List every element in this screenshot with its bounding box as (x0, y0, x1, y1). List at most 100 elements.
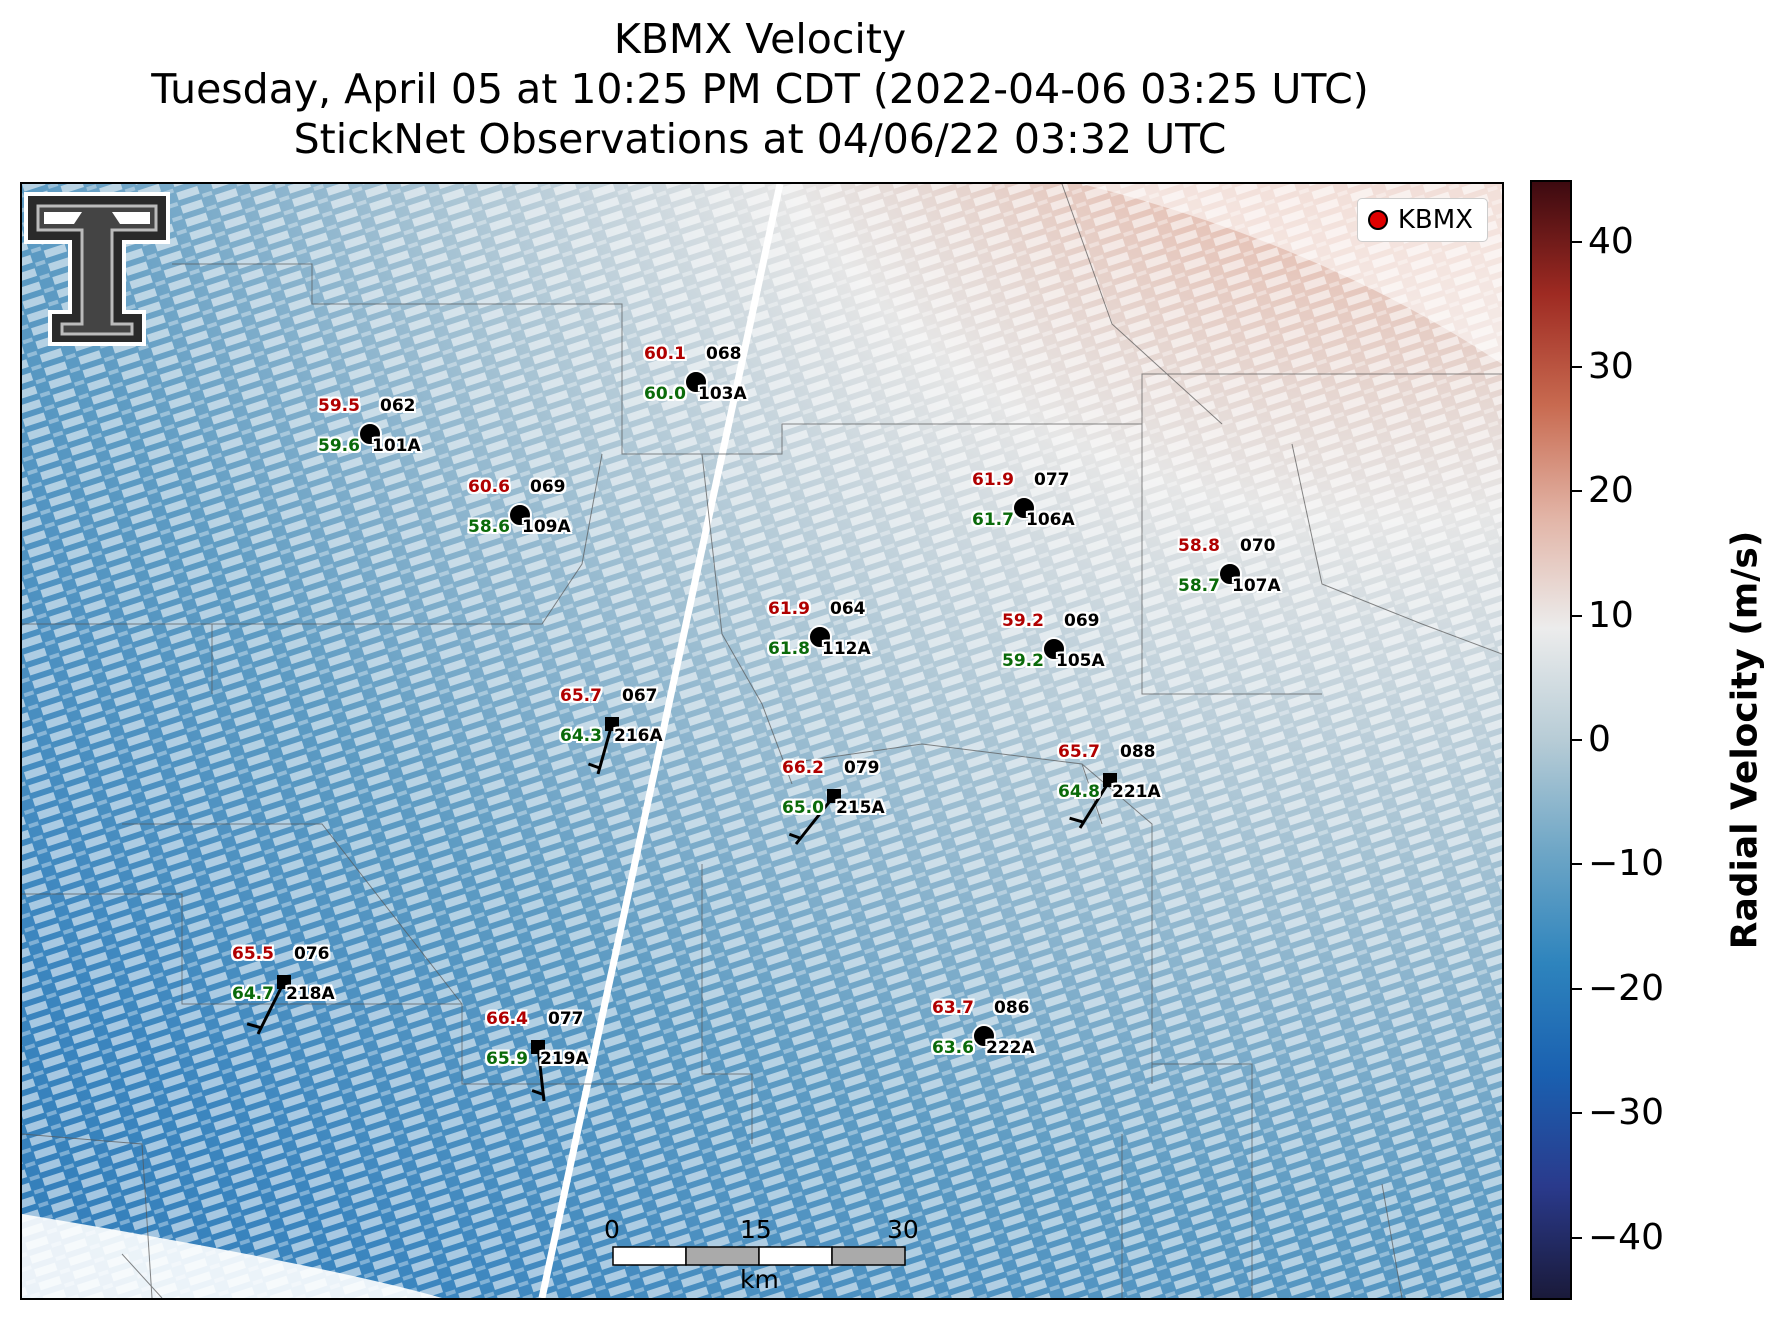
station-marker-circle[interactable] (508, 503, 532, 527)
station-wind-direction: 088 (1120, 742, 1156, 762)
station-id: 109A (522, 517, 571, 537)
colorbar-tick-label: 0 (1588, 719, 1611, 760)
station-id: 221A (1112, 782, 1161, 802)
wind-barb-staff (536, 1046, 546, 1102)
station-marker-circle[interactable] (1218, 562, 1242, 586)
radar-beam-blockage (538, 184, 784, 1298)
station-marker-circle[interactable] (684, 370, 708, 394)
wind-barb-staff (1078, 779, 1112, 829)
station-dewpoint: 64.3 (560, 726, 602, 746)
station-id: 216A (614, 726, 663, 746)
colorbar-tick-mark (1572, 365, 1582, 368)
legend-label: KBMX (1397, 205, 1473, 235)
colorbar-tick-label: −30 (1588, 1092, 1664, 1134)
station-wind-direction: 076 (294, 944, 330, 964)
station-marker-circle[interactable] (1042, 637, 1066, 661)
colorbar-tick-label: −10 (1588, 843, 1664, 885)
station-dewpoint: 58.6 (468, 517, 510, 537)
map-legend: KBMX (1356, 198, 1488, 242)
map-subtitle-time: Tuesday, April 05 at 10:25 PM CDT (2022-… (151, 65, 1369, 113)
station-temperature: 65.5 (232, 944, 274, 964)
station-temperature: 65.7 (560, 686, 602, 706)
colorbar-tick-mark (1572, 490, 1582, 493)
station-temperature: 58.8 (1178, 536, 1220, 556)
colorbar-ticks: 40 30 20 10 0 −10 −20 −30 −40 (1572, 180, 1692, 1300)
radar-edge-blank (22, 1214, 442, 1298)
wind-barb-flag (246, 1022, 262, 1030)
station-temperature: 60.1 (644, 344, 686, 364)
station-wind-direction: 077 (1034, 470, 1070, 490)
wind-barb-flag (587, 762, 601, 770)
station-temperature: 61.9 (972, 470, 1014, 490)
station-wind-direction: 069 (530, 477, 566, 497)
colorbar-tick-label: 10 (1588, 594, 1634, 636)
colorbar-tick-label: 30 (1588, 345, 1634, 387)
station-dewpoint: 63.6 (932, 1038, 974, 1058)
station-id: 112A (822, 639, 871, 659)
station-dewpoint: 65.0 (782, 798, 824, 818)
station-marker-circle[interactable] (808, 625, 832, 649)
wind-barb-flag (788, 832, 802, 840)
station-temperature: 59.5 (318, 396, 360, 416)
colorbar-tick-mark (1572, 1236, 1582, 1239)
station-dewpoint: 65.9 (486, 1049, 528, 1069)
station-dewpoint: 61.8 (768, 639, 810, 659)
station-wind-direction: 064 (830, 599, 866, 619)
station-id: 222A (986, 1038, 1035, 1058)
station-marker-circle[interactable] (1012, 496, 1036, 520)
station-wind-direction: 068 (706, 344, 742, 364)
station-temperature: 65.7 (1058, 742, 1100, 762)
station-marker-circle[interactable] (972, 1024, 996, 1048)
station-id: 219A (540, 1049, 589, 1069)
colorbar-tick-mark (1572, 241, 1582, 244)
station-temperature: 66.2 (782, 758, 824, 778)
colorbar-tick-mark (1572, 739, 1582, 741)
station-id: 105A (1056, 651, 1105, 671)
colorbar-label: Radial Velocity (m/s) (1724, 530, 1766, 950)
station-wind-direction: 069 (1064, 611, 1100, 631)
station-dewpoint: 59.6 (318, 436, 360, 456)
colorbar-tick-mark (1572, 1112, 1582, 1115)
station-wind-direction: 067 (622, 686, 658, 706)
station-id: 107A (1232, 576, 1281, 596)
station-id: 103A (698, 384, 747, 404)
scale-unit: km (740, 1265, 779, 1294)
station-temperature: 66.4 (486, 1009, 528, 1029)
station-wind-direction: 070 (1240, 536, 1276, 556)
station-dewpoint: 64.8 (1058, 782, 1100, 802)
station-temperature: 59.2 (1002, 611, 1044, 631)
station-dewpoint: 60.0 (644, 384, 686, 404)
station-marker-circle[interactable] (358, 422, 382, 446)
scale-bar: 0 15 30 km (604, 1215, 919, 1295)
station-wind-direction: 079 (844, 758, 880, 778)
station-dewpoint: 64.7 (232, 984, 274, 1004)
scale-label-0: 0 (604, 1215, 620, 1244)
colorbar-tick-label: 40 (1588, 221, 1634, 263)
scale-label-15: 15 (740, 1215, 772, 1244)
station-temperature: 60.6 (468, 477, 510, 497)
radar-map[interactable]: KBMX 59.5 062 59.6 101A 60.6 069 58.6 109A 60.1 0… (20, 182, 1504, 1300)
colorbar-tick-mark (1572, 614, 1582, 617)
colorbar-tick-label: −20 (1588, 967, 1664, 1009)
station-wind-direction: 086 (994, 998, 1030, 1018)
map-subtitle-observations: StickNet Observations at 04/06/22 03:32 … (293, 115, 1227, 163)
wind-barb-flag (531, 1089, 544, 1096)
velocity-speckle (22, 184, 1502, 1298)
wind-barb-staff (794, 795, 836, 845)
map-title: KBMX Velocity (613, 15, 907, 63)
station-temperature: 61.9 (768, 599, 810, 619)
radar-velocity-layer (22, 184, 1502, 1298)
colorbar (1530, 180, 1572, 1300)
colorbar-tick-label: −40 (1588, 1216, 1664, 1258)
county-boundaries (22, 184, 1502, 1298)
station-dewpoint: 58.7 (1178, 576, 1220, 596)
station-id: 218A (286, 984, 335, 1004)
colorbar-tick-mark (1572, 863, 1582, 866)
station-id: 215A (836, 798, 885, 818)
station-id: 106A (1026, 510, 1075, 530)
station-dewpoint: 61.7 (972, 510, 1014, 530)
station-dewpoint: 59.2 (1002, 651, 1044, 671)
station-id: 101A (372, 436, 421, 456)
station-wind-direction: 062 (380, 396, 416, 416)
colorbar-tick-mark (1572, 987, 1582, 990)
